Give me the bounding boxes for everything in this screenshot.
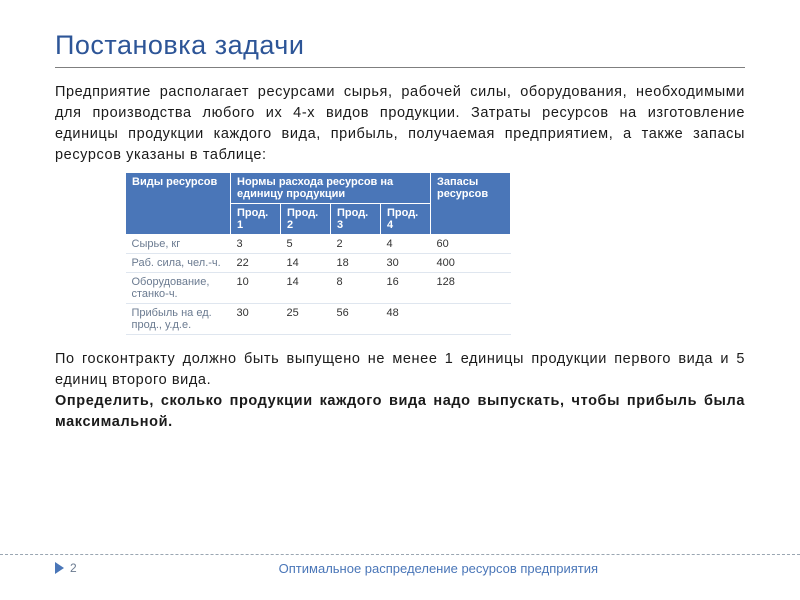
cell: 16 xyxy=(381,273,431,304)
cell: 8 xyxy=(331,273,381,304)
row-label: Прибыль на ед. прод., у.д.е. xyxy=(126,304,231,335)
cell: 48 xyxy=(381,304,431,335)
row-label: Раб. сила, чел.-ч. xyxy=(126,254,231,273)
row-label: Оборудование, станко-ч. xyxy=(126,273,231,304)
slide-title: Постановка задачи xyxy=(55,30,745,61)
cell: 5 xyxy=(281,235,331,254)
constraint-paragraph: По госконтракту должно быть выпущено не … xyxy=(55,349,745,391)
table-row: Оборудование, станко-ч. 10 14 8 16 128 xyxy=(126,273,511,304)
th-stock: Запасы ресурсов xyxy=(431,173,511,235)
objective-paragraph: Определить, сколько продукции каждого ви… xyxy=(55,391,745,433)
cell: 10 xyxy=(231,273,281,304)
row-label: Сырье, кг xyxy=(126,235,231,254)
cell: 30 xyxy=(381,254,431,273)
cell: 400 xyxy=(431,254,511,273)
triangle-icon xyxy=(55,562,64,574)
cell: 128 xyxy=(431,273,511,304)
title-underline xyxy=(55,67,745,68)
cell: 30 xyxy=(231,304,281,335)
page-indicator: 2 xyxy=(55,561,77,575)
th-prod3: Прод. 3 xyxy=(331,204,381,235)
resource-table: Виды ресурсов Нормы расхода ресурсов на … xyxy=(125,172,511,335)
page-number: 2 xyxy=(70,561,77,575)
table-row: Раб. сила, чел.-ч. 22 14 18 30 400 xyxy=(126,254,511,273)
cell: 14 xyxy=(281,254,331,273)
th-prod1: Прод. 1 xyxy=(231,204,281,235)
slide: Постановка задачи Предприятие располагае… xyxy=(0,0,800,600)
table-row: Сырье, кг 3 5 2 4 60 xyxy=(126,235,511,254)
cell: 25 xyxy=(281,304,331,335)
slide-footer: 2 Оптимальное распределение ресурсов пре… xyxy=(0,554,800,578)
cell: 2 xyxy=(331,235,381,254)
th-resources: Виды ресурсов xyxy=(126,173,231,235)
table-row: Прибыль на ед. прод., у.д.е. 30 25 56 48 xyxy=(126,304,511,335)
cell: 3 xyxy=(231,235,281,254)
intro-paragraph: Предприятие располагает ресурсами сырья,… xyxy=(55,82,745,166)
th-prod2: Прод. 2 xyxy=(281,204,331,235)
cell: 18 xyxy=(331,254,381,273)
cell xyxy=(431,304,511,335)
cell: 56 xyxy=(331,304,381,335)
footer-caption: Оптимальное распределение ресурсов предп… xyxy=(77,561,800,578)
th-norms-group: Нормы расхода ресурсов на единицу продук… xyxy=(231,173,431,204)
cell: 4 xyxy=(381,235,431,254)
th-prod4: Прод. 4 xyxy=(381,204,431,235)
cell: 14 xyxy=(281,273,331,304)
cell: 22 xyxy=(231,254,281,273)
cell: 60 xyxy=(431,235,511,254)
resource-table-wrap: Виды ресурсов Нормы расхода ресурсов на … xyxy=(125,172,745,335)
